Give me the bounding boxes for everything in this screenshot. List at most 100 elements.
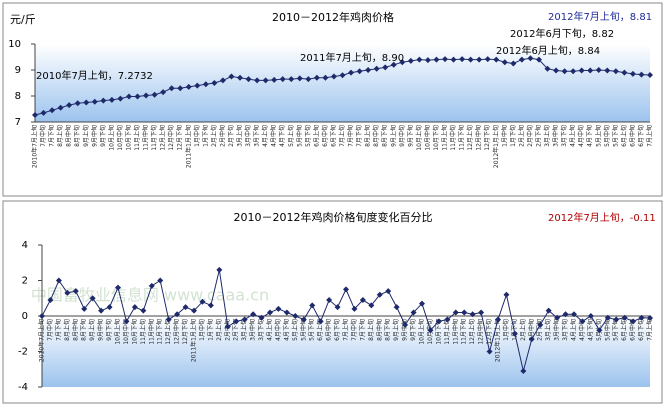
x-tick-label: 7月下旬 xyxy=(358,319,366,341)
data-point xyxy=(233,318,240,325)
x-tick-label: 7月中旬 xyxy=(46,319,54,341)
x-tick-label: 7月中旬 xyxy=(350,319,358,341)
x-tick-label: 5月下旬 xyxy=(304,125,312,147)
data-point xyxy=(493,56,500,63)
x-tick-label: 3月中旬 xyxy=(244,125,252,147)
data-point xyxy=(579,318,586,325)
x-tick-label: 3月下旬 xyxy=(253,125,261,147)
x-tick-label: 1月中旬 xyxy=(198,319,206,341)
data-point xyxy=(117,95,124,102)
x-tick-label: 2月下旬 xyxy=(232,319,240,341)
data-point xyxy=(459,56,466,63)
data-point xyxy=(241,316,248,323)
data-point xyxy=(393,304,400,311)
x-tick-label: 1月下旬 xyxy=(509,125,517,147)
data-point xyxy=(554,314,561,321)
x-tick-label: 5月中旬 xyxy=(603,319,611,341)
data-point xyxy=(98,307,105,314)
data-point xyxy=(435,318,442,325)
x-tick-label: 11月上旬 xyxy=(443,319,451,345)
data-point xyxy=(106,304,113,311)
x-tick-label: 4月下旬 xyxy=(586,125,594,147)
x-tick-label: 12月中旬 xyxy=(167,125,175,151)
y-tick-label: 10 xyxy=(8,39,21,50)
x-tick-label: 3月上旬 xyxy=(240,319,248,341)
data-point xyxy=(115,284,121,291)
data-point xyxy=(511,330,518,337)
x-tick-label: 5月上旬 xyxy=(287,125,295,147)
data-point xyxy=(561,68,568,75)
data-point xyxy=(267,309,273,316)
x-tick-label: 3月下旬 xyxy=(560,125,568,147)
x-tick-label: 11月中旬 xyxy=(147,319,155,345)
data-point xyxy=(385,288,392,295)
x-tick-label: 2月中旬 xyxy=(526,125,534,147)
x-tick-label: 11月中旬 xyxy=(451,319,459,345)
x-tick-label: 12月中旬 xyxy=(477,319,485,345)
data-point xyxy=(621,314,628,321)
x-tick-label: 5月中旬 xyxy=(603,125,611,147)
x-tick-label: 7月上旬 xyxy=(338,125,346,147)
data-point xyxy=(433,56,440,63)
data-point xyxy=(419,300,425,307)
data-point xyxy=(351,305,358,312)
data-point xyxy=(621,69,628,76)
x-tick-label: 9月上旬 xyxy=(389,125,397,147)
x-tick-label: 3月下旬 xyxy=(257,319,265,341)
data-point xyxy=(478,309,485,316)
x-tick-label: 6月中旬 xyxy=(629,319,637,341)
x-tick-label: 10月上旬 xyxy=(418,319,426,345)
annotation: 2012年6月下旬，8.82 xyxy=(510,27,614,40)
x-tick-label: 10月下旬 xyxy=(130,319,138,345)
x-tick-label: 10月下旬 xyxy=(434,319,442,345)
x-tick-label: 6月中旬 xyxy=(321,125,329,147)
x-tick-label: 3月上旬 xyxy=(543,125,551,147)
data-point xyxy=(207,302,214,309)
x-tick-label: 3月中旬 xyxy=(553,319,561,341)
data-point xyxy=(399,59,406,66)
data-point xyxy=(74,100,81,107)
x-tick-label: 8月中旬 xyxy=(372,125,380,147)
annotation: 2012年7月上旬，8.81 xyxy=(548,10,652,23)
data-point xyxy=(520,368,527,375)
data-point xyxy=(495,316,501,323)
x-tick-label: 8月上旬 xyxy=(63,319,71,341)
data-point xyxy=(503,291,510,298)
y-tick-label: 2 xyxy=(22,276,28,287)
x-tick-label: 10月中旬 xyxy=(122,319,130,345)
data-point xyxy=(216,266,223,273)
data-point xyxy=(262,77,269,84)
y-tick-label: 0 xyxy=(22,311,28,322)
annotation: 2012年7月上旬，-0.11 xyxy=(548,211,656,224)
data-point xyxy=(279,76,286,83)
x-tick-label: 4月下旬 xyxy=(282,319,290,341)
x-tick-label: 7月下旬 xyxy=(54,319,62,341)
x-tick-label: 7月下旬 xyxy=(355,125,363,147)
data-point xyxy=(237,74,243,81)
x-tick-label: 2月中旬 xyxy=(218,125,226,147)
data-point xyxy=(271,76,278,83)
data-point xyxy=(402,321,409,328)
x-tick-label: 3月中旬 xyxy=(552,125,560,147)
x-tick-label: 4月下旬 xyxy=(278,125,286,147)
data-point xyxy=(202,81,209,88)
data-point xyxy=(185,83,192,90)
data-point xyxy=(382,64,389,71)
data-point xyxy=(545,307,552,314)
data-point xyxy=(562,311,569,318)
x-tick-label: 2月上旬 xyxy=(517,125,525,147)
x-tick-label: 4月中旬 xyxy=(274,319,282,341)
data-point xyxy=(275,305,282,312)
x-tick-label: 4月上旬 xyxy=(570,319,578,341)
x-tick-label: 1月中旬 xyxy=(502,319,510,341)
data-point xyxy=(613,316,620,323)
data-point xyxy=(376,291,383,298)
x-tick-label: 2月上旬 xyxy=(215,319,223,341)
watermark: 中国畜牧业信息网 www.caaa.cn xyxy=(31,286,269,305)
x-tick-label: 5月上旬 xyxy=(594,125,602,147)
data-point xyxy=(89,295,96,302)
plot-area xyxy=(35,44,650,122)
x-tick-label: 11月下旬 xyxy=(150,125,158,151)
x-tick-label: 12月中旬 xyxy=(173,319,181,345)
